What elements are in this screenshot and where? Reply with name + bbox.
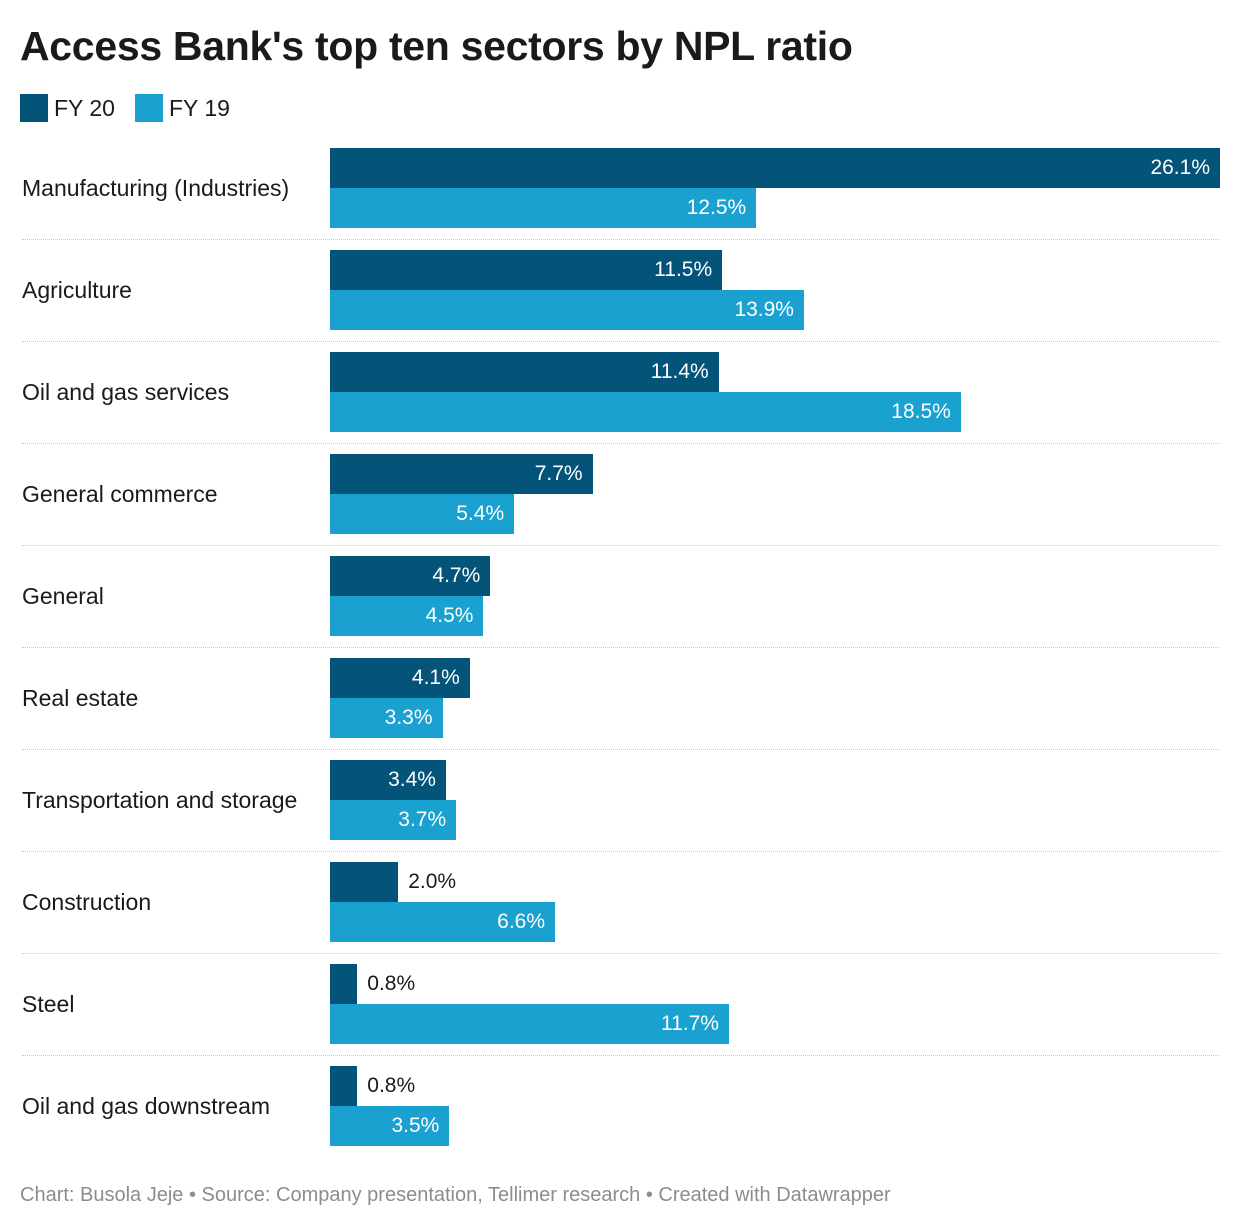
bar-value-label: 11.4% <box>650 360 709 383</box>
legend-label-fy19: FY 19 <box>168 94 230 121</box>
legend-swatch-fy20 <box>20 94 48 122</box>
row-separator <box>22 749 1220 750</box>
bar <box>330 454 593 494</box>
chart-footer: Chart: Busola Jeje • Source: Company pre… <box>20 1184 891 1206</box>
bar-value-label: 11.5% <box>654 258 713 281</box>
bar <box>330 964 358 1004</box>
bar-value-label: 0.8% <box>367 1074 416 1097</box>
bar <box>330 1066 358 1106</box>
bar-value-label: 3.4% <box>388 768 436 791</box>
bar <box>330 392 961 432</box>
bar-value-label: 6.6% <box>497 910 546 933</box>
row-separator <box>22 647 1220 648</box>
row-separator <box>22 545 1220 546</box>
bar <box>330 902 556 942</box>
bar-value-label: 4.5% <box>425 604 474 627</box>
bar-value-label: 7.7% <box>534 462 583 485</box>
bar-value-label: 11.7% <box>660 1012 719 1035</box>
bar <box>330 250 723 290</box>
category-label: Transportation and storage <box>22 787 298 813</box>
category-label: Oil and gas services <box>22 379 230 405</box>
row-separator <box>22 1055 1220 1056</box>
bar-value-label: 3.3% <box>384 706 433 729</box>
category-label: Construction <box>22 889 152 915</box>
bar-value-label: 3.7% <box>398 808 447 831</box>
bar-value-label: 4.7% <box>432 564 481 587</box>
category-label: General commerce <box>22 481 218 507</box>
bar <box>330 556 491 596</box>
bar <box>330 188 757 228</box>
category-label: Agriculture <box>22 277 132 303</box>
bar-value-label: 5.4% <box>456 502 505 525</box>
category-label: Manufacturing (Industries) <box>22 175 290 201</box>
bar <box>330 800 457 840</box>
category-label: Real estate <box>22 685 139 711</box>
chart-title: Access Bank's top ten sectors by NPL rat… <box>20 23 853 69</box>
bar-value-label: 12.5% <box>686 196 747 219</box>
bar-chart: Manufacturing (Industries) 26.1% 12.5% Agri… <box>22 148 1220 1146</box>
legend-item-fy19: FY 19 <box>134 94 230 122</box>
bar <box>330 1004 729 1044</box>
bar <box>330 352 719 392</box>
legend: FY 20 FY 19 <box>20 92 250 124</box>
legend-swatch-fy19 <box>134 94 163 122</box>
bar <box>330 760 446 800</box>
bar-value-label: 4.1% <box>411 666 460 689</box>
bar <box>330 494 515 534</box>
legend-item-fy20: FY 20 <box>20 94 115 122</box>
bar <box>330 290 804 330</box>
bar-value-label: 18.5% <box>891 400 951 423</box>
bar-value-label: 2.0% <box>408 870 457 893</box>
bar-value-label: 13.9% <box>734 298 794 321</box>
bar-value-label: 0.8% <box>367 972 416 995</box>
category-label: General <box>22 583 104 609</box>
row-separator <box>22 851 1220 852</box>
category-label: Steel <box>22 991 75 1017</box>
bar-value-label: 3.5% <box>391 1114 440 1137</box>
row-separator <box>22 953 1220 954</box>
bar <box>330 148 1220 188</box>
bar <box>330 698 443 738</box>
bar <box>330 1106 450 1146</box>
bar <box>330 658 470 698</box>
bar <box>330 862 399 902</box>
row-separator <box>22 341 1220 342</box>
bar <box>330 596 484 636</box>
category-label: Oil and gas downstream <box>22 1093 271 1119</box>
row-separator <box>22 443 1220 444</box>
legend-label-fy20: FY 20 <box>54 94 115 121</box>
bar-value-label: 26.1% <box>1150 156 1210 179</box>
row-separator <box>22 239 1220 240</box>
